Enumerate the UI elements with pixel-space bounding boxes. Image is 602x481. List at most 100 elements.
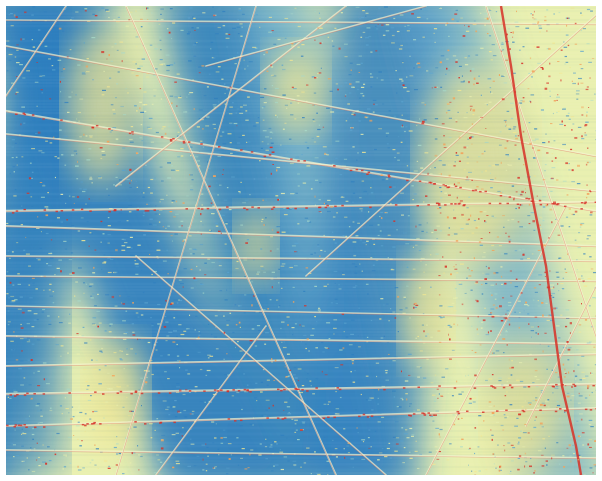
grain-dot — [144, 383, 147, 385]
streak-speckle — [227, 418, 231, 420]
grain-dot — [191, 179, 194, 181]
grain-dot — [464, 64, 469, 66]
speckle — [437, 397, 439, 399]
grain-dot — [76, 153, 78, 155]
streak-speckle — [226, 390, 229, 393]
speckle — [525, 408, 527, 410]
speckle — [160, 447, 164, 450]
streak-speckle — [187, 141, 191, 143]
streak-speckle — [15, 210, 19, 212]
grain-dot — [375, 259, 379, 261]
speckle — [337, 88, 339, 91]
grain-dot — [518, 158, 521, 160]
grain-dot — [231, 395, 235, 397]
streak-speckle — [169, 140, 173, 142]
grain-dot — [170, 169, 175, 171]
grain-dot — [239, 23, 243, 25]
grain-dot — [156, 19, 158, 21]
grain-dot — [468, 464, 469, 466]
grain-dot — [571, 168, 574, 170]
grain-dot — [35, 405, 39, 407]
grain-dot — [199, 400, 203, 403]
grain-dot — [519, 49, 521, 51]
grain-dot — [194, 249, 198, 251]
grain-dot — [383, 6, 388, 8]
grain-dot — [296, 95, 300, 97]
grain-dot — [106, 86, 110, 88]
grain-dot — [69, 49, 72, 51]
grain-dot — [551, 292, 555, 295]
grain-dot — [218, 8, 221, 10]
grain-dot — [578, 331, 582, 333]
grain-dot — [63, 67, 65, 69]
grain-dot — [371, 409, 374, 411]
grain-dot — [405, 393, 408, 395]
grain-dot — [365, 375, 369, 377]
grain-dot — [365, 12, 369, 14]
speckle — [314, 39, 316, 41]
grain-dot — [514, 425, 518, 427]
grain-dot — [519, 380, 524, 383]
grain-dot — [581, 277, 584, 279]
grain-dot — [352, 221, 355, 223]
grain-dot — [494, 293, 498, 295]
streak-speckle — [471, 189, 475, 192]
speckle — [578, 324, 582, 326]
grain-dot — [127, 92, 129, 94]
grain-dot — [229, 142, 232, 144]
grain-dot — [506, 56, 510, 58]
grain-dot — [333, 327, 337, 329]
grain-dot — [367, 293, 369, 295]
speckle — [24, 11, 27, 14]
grain-dot — [107, 217, 110, 219]
grain-dot — [33, 448, 36, 450]
grain-dot — [332, 216, 336, 218]
grain-dot — [141, 140, 144, 142]
grain-dot — [238, 10, 242, 12]
grain-dot — [510, 108, 514, 110]
grain-dot — [176, 391, 180, 393]
streak-speckle — [539, 203, 543, 206]
speckle — [272, 164, 274, 165]
grain-dot — [119, 358, 122, 360]
grain-dot — [157, 459, 161, 461]
streak-speckle — [134, 390, 138, 392]
grain-dot — [297, 439, 300, 441]
grain-dot — [276, 299, 279, 301]
grain-dot — [361, 17, 365, 19]
grain-dot — [132, 61, 136, 63]
grain-dot — [160, 18, 164, 21]
grain-dot — [593, 193, 596, 195]
speckle — [198, 72, 201, 74]
grain-dot — [35, 133, 38, 135]
grain-dot — [499, 131, 502, 133]
grain-dot — [86, 159, 91, 161]
scratch-edge-5 — [6, 336, 596, 346]
grain-dot — [36, 318, 39, 321]
speckle — [473, 83, 475, 86]
speckle — [592, 472, 594, 474]
speckle — [479, 344, 482, 346]
speckle — [129, 168, 132, 171]
grain-dot — [516, 379, 520, 381]
speckle — [283, 409, 285, 411]
grain-dot — [40, 415, 43, 417]
grain-dot — [387, 257, 389, 259]
grain-dot — [470, 378, 473, 380]
grain-dot — [477, 333, 479, 335]
grain-dot — [507, 474, 512, 475]
grain-dot — [430, 286, 432, 288]
grain-dot — [110, 258, 114, 260]
grain-dot — [121, 245, 126, 247]
speckle — [324, 374, 328, 376]
scratch-edge-12 — [6, 276, 596, 283]
grain-dot — [477, 389, 481, 391]
streak-speckle — [213, 389, 217, 391]
grain-dot — [407, 353, 412, 355]
grain-dot — [200, 140, 203, 142]
grain-dot — [459, 353, 462, 355]
grain-dot — [241, 408, 243, 411]
grain-dot — [7, 396, 9, 398]
grain-dot — [453, 233, 458, 235]
grain-dot — [183, 330, 187, 332]
